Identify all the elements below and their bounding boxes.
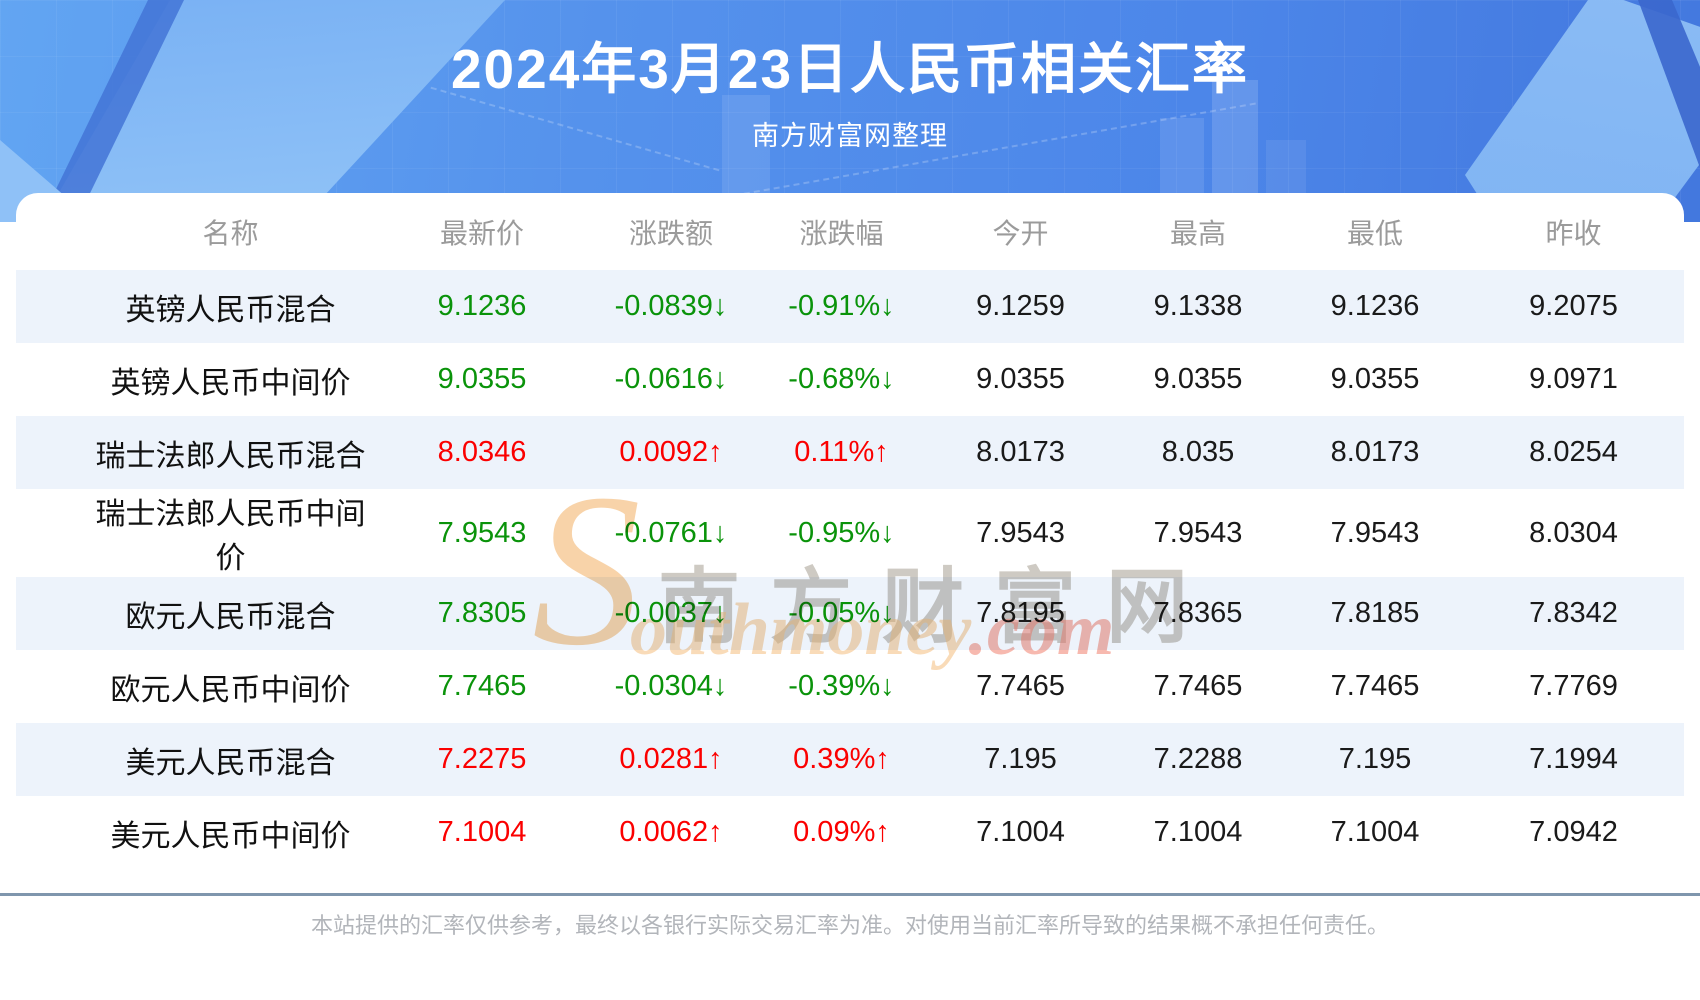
change-percent: -0.68%↓ [788, 363, 895, 395]
latest-price: 7.8305 [437, 597, 527, 629]
open-price: 7.8195 [976, 597, 1065, 629]
table-header: 名称 最新价 涨跌额 涨跌幅 今开 最高 最低 昨收 [16, 193, 1684, 270]
change-amount: -0.0616↓ [614, 363, 728, 395]
currency-pair-name: 美元人民币混合 [125, 746, 336, 780]
high-price: 7.7465 [1153, 670, 1243, 702]
high-price: 9.0355 [1153, 363, 1243, 395]
column-header-low: 最低 [1346, 217, 1403, 249]
open-price: 7.7465 [976, 670, 1065, 702]
disclaimer-text: 本站提供的汇率仅供参考，最终以各银行实际交易汇率为准。对使用当前汇率所导致的结果… [310, 913, 1389, 938]
change-percent: 0.11%↑ [794, 436, 889, 468]
high-price: 7.1004 [1153, 816, 1243, 848]
change-amount: -0.0037↓ [614, 597, 728, 629]
currency-pair-name: 欧元人民币混合 [125, 600, 336, 634]
table-row: 欧元人民币混合 7.8305 -0.0037↓ -0.05%↓ 7.8195 7… [16, 577, 1684, 650]
currency-pair-name: 英镑人民币混合 [125, 293, 336, 327]
high-price: 9.1338 [1153, 290, 1243, 322]
currency-pair-name: 美元人民币中间价 [110, 819, 351, 853]
change-amount: -0.0304↓ [614, 670, 728, 702]
change-amount: -0.0761↓ [614, 516, 728, 549]
exchange-rate-table: 名称 最新价 涨跌额 涨跌幅 今开 最高 最低 昨收 英镑人民币混合 9.123… [16, 193, 1684, 869]
prev-close-price: 9.0971 [1529, 363, 1618, 395]
prev-close-price: 7.7769 [1529, 670, 1618, 702]
prev-close-price: 8.0304 [1529, 516, 1618, 549]
table-row: 英镑人民币混合 9.1236 -0.0839↓ -0.91%↓ 9.1259 9… [16, 270, 1684, 343]
currency-pair-name: 欧元人民币中间价 [110, 673, 351, 707]
column-header-open: 今开 [992, 217, 1049, 249]
column-header-high: 最高 [1169, 217, 1226, 249]
change-amount: 0.0092↑ [619, 436, 723, 468]
currency-pair-name: 瑞士法郎人民币混合 [95, 439, 366, 473]
table-header-row: 名称 最新价 涨跌额 涨跌幅 今开 最高 最低 昨收 [16, 193, 1684, 270]
change-percent: -0.05%↓ [788, 597, 895, 629]
column-header-prev-close: 昨收 [1545, 217, 1602, 249]
footer-divider [0, 893, 1700, 896]
open-price: 8.0173 [976, 436, 1065, 468]
prev-close-price: 7.1994 [1529, 743, 1618, 775]
page-title: 2024年3月23日人民币相关汇率 [450, 38, 1250, 100]
low-price: 8.0173 [1330, 436, 1420, 468]
column-header-change: 涨跌额 [628, 217, 713, 249]
low-price: 7.195 [1338, 743, 1412, 775]
table-row: 瑞士法郎人民币中间价 7.9543 -0.0761↓ -0.95%↓ 7.954… [16, 489, 1684, 577]
prev-close-price: 7.8342 [1529, 597, 1618, 629]
hero-banner: 2024年3月23日人民币相关汇率 南方财富网整理 [0, 0, 1700, 222]
change-amount: -0.0839↓ [614, 290, 728, 322]
currency-pair-name: 瑞士法郎人民币中间价 [95, 498, 366, 575]
change-percent: -0.91%↓ [788, 290, 895, 322]
change-percent: -0.95%↓ [788, 516, 895, 549]
open-price: 7.9543 [976, 516, 1065, 549]
table-row: 英镑人民币中间价 9.0355 -0.0616↓ -0.68%↓ 9.0355 … [16, 343, 1684, 416]
column-header-change-pct: 涨跌幅 [799, 217, 884, 249]
change-percent: 0.39%↑ [793, 743, 890, 775]
low-price: 9.0355 [1330, 363, 1420, 395]
latest-price: 8.0346 [437, 436, 527, 468]
low-price: 7.9543 [1330, 516, 1420, 549]
column-header-name: 名称 [202, 217, 259, 249]
prev-close-price: 9.2075 [1529, 290, 1618, 322]
high-price: 7.8365 [1153, 597, 1243, 629]
rate-table-body: 英镑人民币混合 9.1236 -0.0839↓ -0.91%↓ 9.1259 9… [16, 270, 1684, 869]
high-price: 7.2288 [1153, 743, 1243, 775]
low-price: 7.1004 [1330, 816, 1420, 848]
latest-price: 7.7465 [437, 670, 527, 702]
page-subtitle: 南方财富网整理 [752, 121, 948, 151]
open-price: 9.0355 [976, 363, 1065, 395]
table-row: 美元人民币中间价 7.1004 0.0062↑ 0.09%↑ 7.1004 7.… [16, 796, 1684, 869]
prev-close-price: 7.0942 [1529, 816, 1618, 848]
latest-price: 7.9543 [437, 516, 527, 549]
table-row: 美元人民币混合 7.2275 0.0281↑ 0.39%↑ 7.195 7.22… [16, 723, 1684, 796]
currency-pair-name: 英镑人民币中间价 [110, 366, 351, 400]
open-price: 9.1259 [976, 290, 1065, 322]
change-percent: 0.09%↑ [793, 816, 890, 848]
column-header-latest: 最新价 [439, 217, 524, 249]
open-price: 7.1004 [976, 816, 1065, 848]
table-row: 欧元人民币中间价 7.7465 -0.0304↓ -0.39%↓ 7.7465 … [16, 650, 1684, 723]
table-row: 瑞士法郎人民币混合 8.0346 0.0092↑ 0.11%↑ 8.0173 8… [16, 416, 1684, 489]
low-price: 7.7465 [1330, 670, 1420, 702]
change-amount: 0.0062↑ [619, 816, 723, 848]
latest-price: 7.2275 [437, 743, 527, 775]
high-price: 7.9543 [1153, 516, 1243, 549]
low-price: 7.8185 [1330, 597, 1420, 629]
prev-close-price: 8.0254 [1529, 436, 1618, 468]
high-price: 8.035 [1161, 436, 1235, 468]
low-price: 9.1236 [1330, 290, 1420, 322]
latest-price: 9.0355 [437, 363, 527, 395]
latest-price: 9.1236 [437, 290, 527, 322]
change-percent: -0.39%↓ [788, 670, 895, 702]
rate-table-card: 名称 最新价 涨跌额 涨跌幅 今开 最高 最低 昨收 英镑人民币混合 9.123… [16, 193, 1684, 869]
open-price: 7.195 [984, 743, 1057, 775]
latest-price: 7.1004 [437, 816, 527, 848]
change-amount: 0.0281↑ [619, 743, 723, 775]
